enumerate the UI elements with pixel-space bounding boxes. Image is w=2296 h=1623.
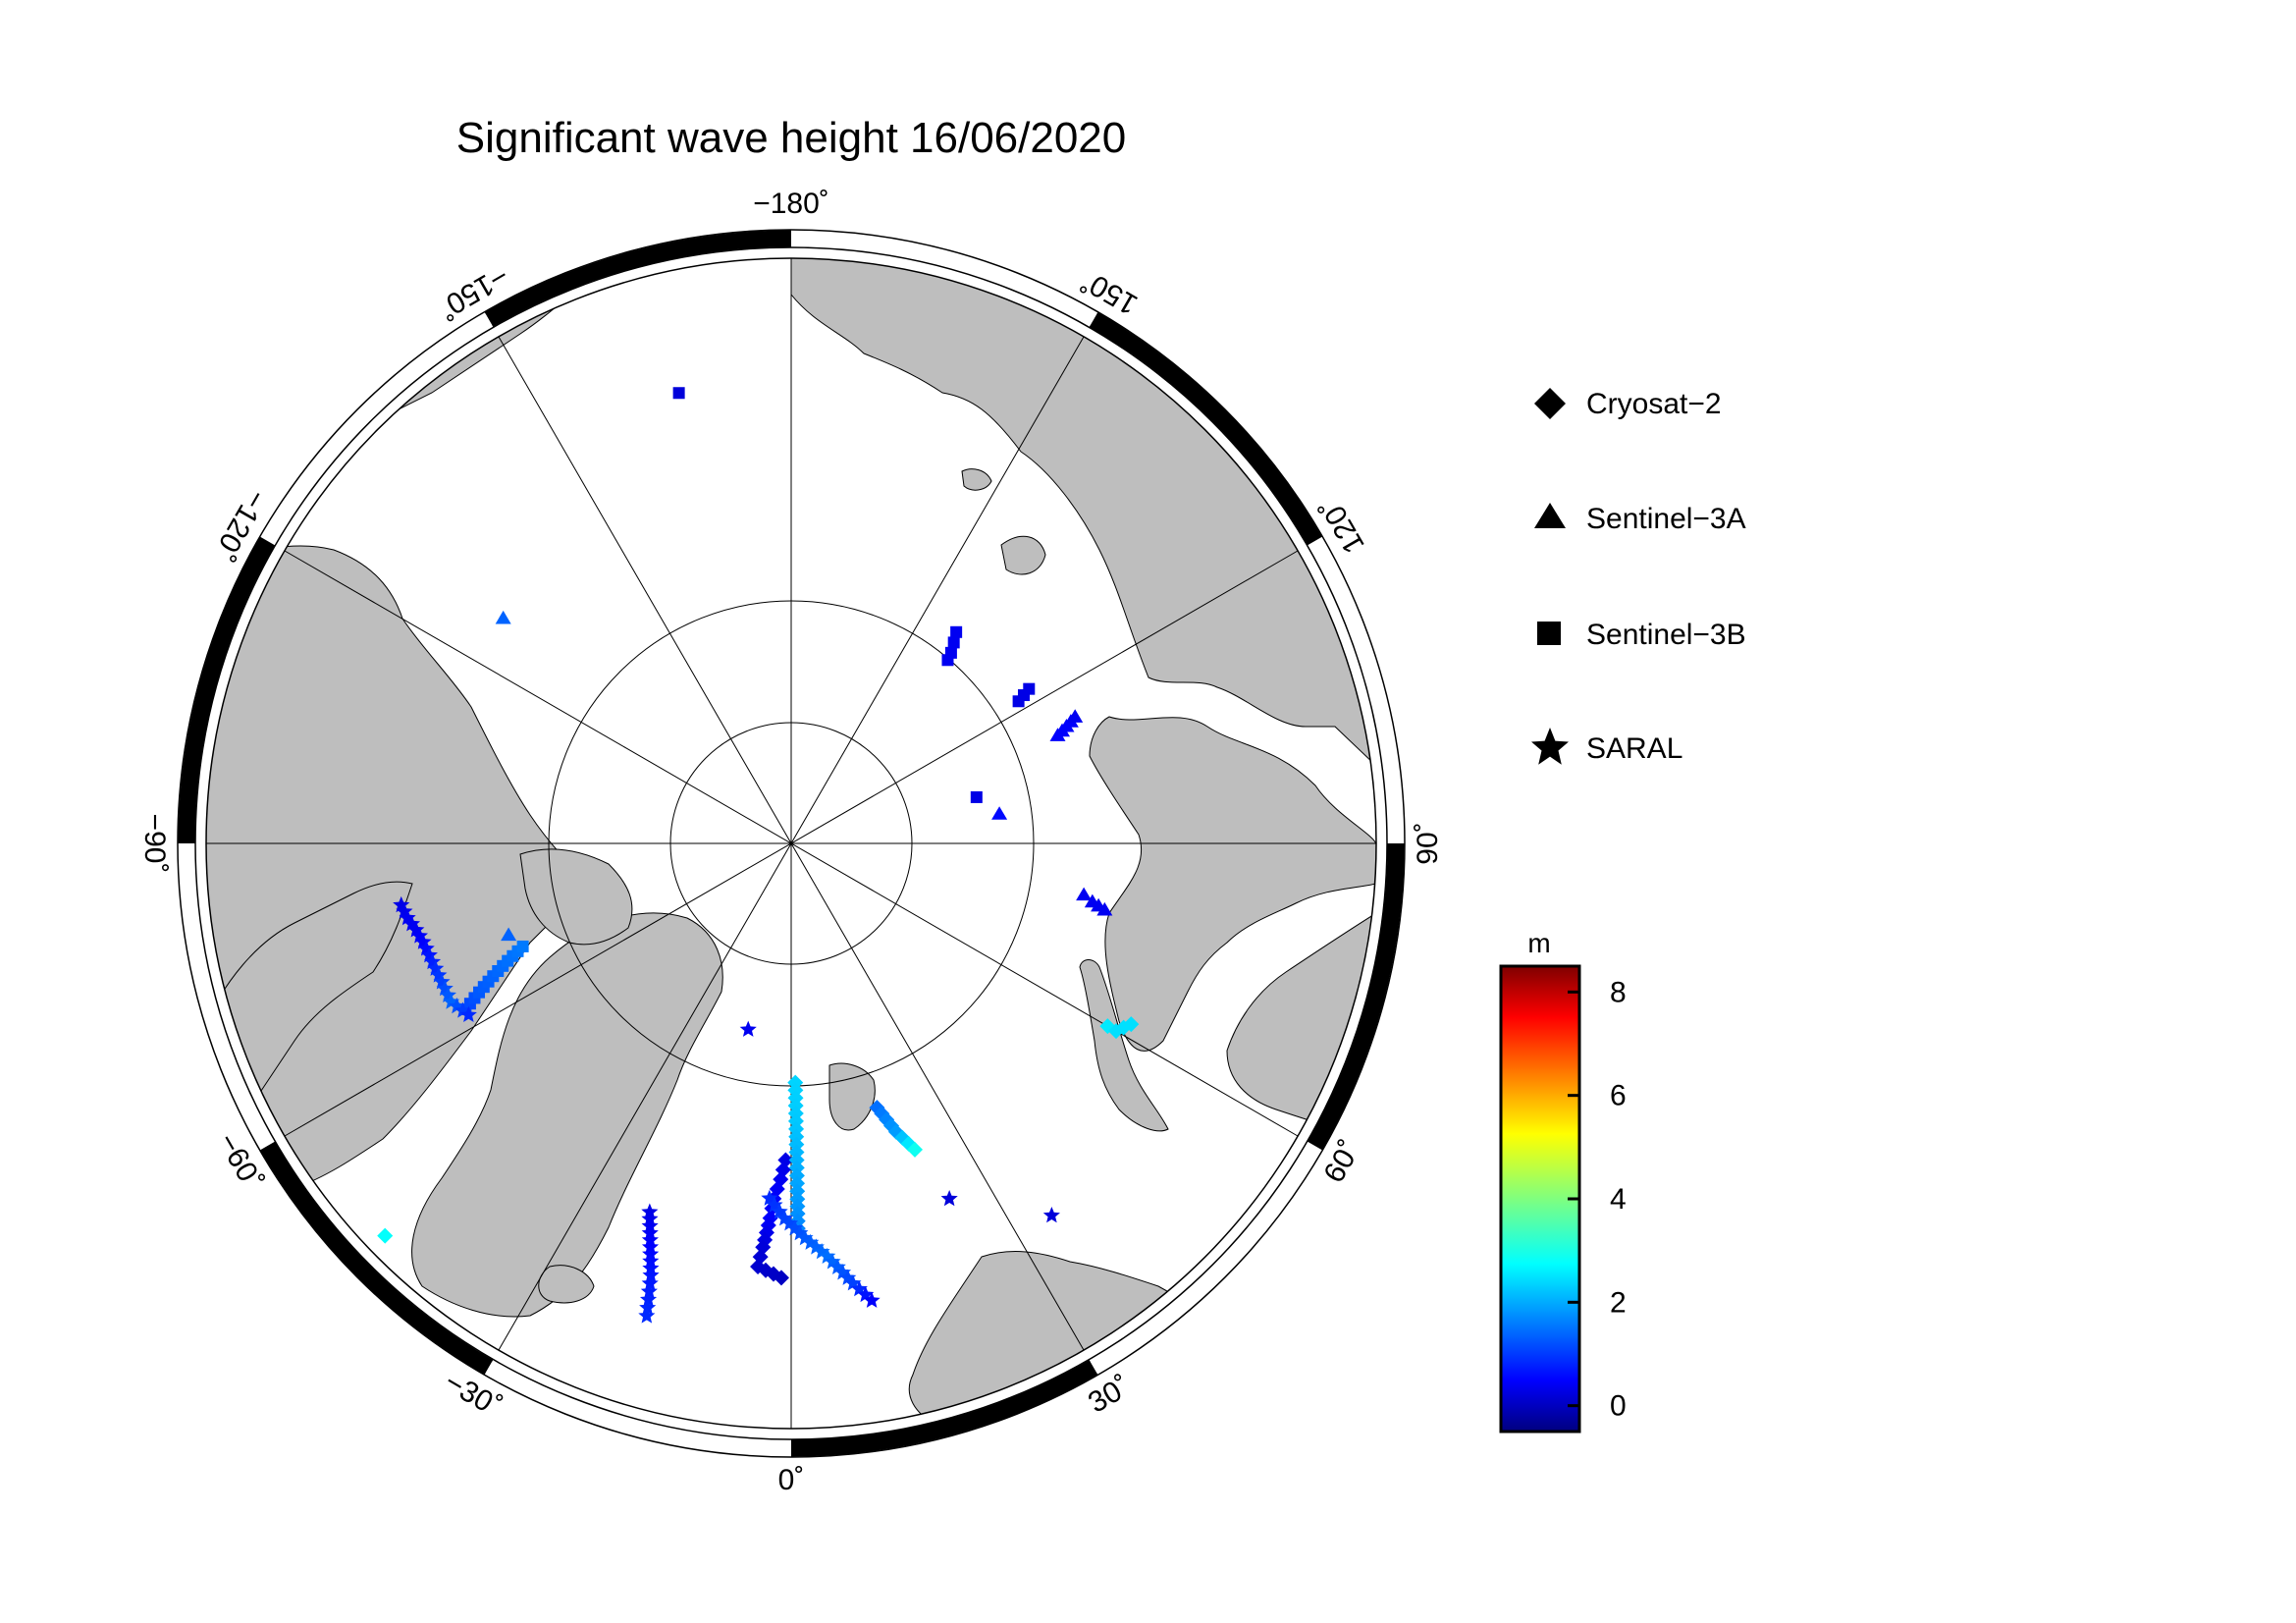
- square-icon: [1537, 622, 1561, 645]
- land-iceland: [538, 1265, 595, 1304]
- saral-point: [638, 1307, 656, 1324]
- colorbar-tick-label: 8: [1610, 976, 1627, 1008]
- triangle-icon: [1534, 503, 1566, 528]
- land-canada-mainland: [206, 881, 413, 1130]
- legend-label: Sentinel−3A: [1586, 503, 1746, 535]
- frame-segment: [1308, 842, 1405, 1151]
- map-edge: [205, 257, 1377, 1430]
- saral-point: [640, 1282, 658, 1299]
- frame-segment: [1089, 312, 1322, 546]
- frame-segment: [790, 232, 1097, 326]
- map: [205, 257, 1377, 1430]
- frame-segment: [485, 1361, 792, 1455]
- sentinel-3b-point: [941, 654, 954, 667]
- legend-label: Sentinel−3B: [1586, 619, 1746, 651]
- sentinel-3b-point: [947, 636, 960, 649]
- saral-point: [940, 1189, 958, 1207]
- frame-inner-edge: [194, 246, 1388, 1440]
- longitude-label: 0˚: [778, 1464, 805, 1496]
- sentinel-3a-point: [991, 806, 1008, 820]
- star-icon: [1531, 728, 1569, 765]
- cryosat-point: [773, 1270, 789, 1286]
- saral-point: [863, 1291, 881, 1308]
- frame-segment: [180, 842, 274, 1150]
- colorbar-unit: m: [1527, 928, 1550, 958]
- series-triangle: [495, 610, 1113, 942]
- sentinel-3b-point: [1023, 682, 1036, 695]
- frame-segment: [1308, 537, 1403, 844]
- saral-point: [642, 1267, 660, 1283]
- sentinel-3a-point: [1076, 887, 1093, 901]
- colorbar-tick-label: 2: [1610, 1286, 1627, 1319]
- frame-segment: [790, 1360, 1098, 1457]
- colorbar-ramp: [1499, 964, 1581, 1434]
- frame-outer-edge: [177, 229, 1406, 1458]
- colorbar: m 0 2 4 6 8: [1499, 928, 1627, 1434]
- colorbar-tick-label: 6: [1610, 1080, 1627, 1112]
- cryosat-point: [377, 1227, 394, 1244]
- legend: Cryosat−2 Sentinel−3A Sentinel−3B SARAL: [1531, 388, 1746, 765]
- frame-segment: [178, 536, 275, 844]
- map-title: Significant wave height 16/06/2020: [456, 114, 1127, 162]
- sentinel-3b-point: [950, 625, 963, 638]
- frame-segment: [260, 1141, 494, 1375]
- saral-point: [459, 1005, 477, 1023]
- land-ellesmere: [519, 848, 633, 946]
- legend-item-saral: SARAL: [1531, 728, 1682, 765]
- land-siberia-central: [1089, 716, 1376, 1052]
- colorbar-tick-label: 0: [1610, 1390, 1627, 1423]
- saral-point: [739, 1020, 757, 1037]
- cryosat-point: [1123, 1016, 1140, 1033]
- map-frame: [177, 229, 1406, 1458]
- land-novaya-zemlya: [1079, 959, 1169, 1132]
- legend-item-sentinel-3a: Sentinel−3A: [1534, 503, 1746, 535]
- frame-segment: [484, 230, 792, 327]
- legend-label: SARAL: [1586, 732, 1682, 765]
- sentinel-3b-point: [672, 387, 685, 400]
- cryosat-point: [907, 1141, 924, 1158]
- frame-segment: [261, 313, 493, 545]
- legend-item-sentinel-3b: Sentinel−3B: [1537, 619, 1746, 651]
- land-svalbard: [828, 1062, 876, 1131]
- sentinel-3a-point: [501, 927, 517, 942]
- saral-point: [639, 1299, 657, 1316]
- sentinel-3b-point: [516, 940, 529, 952]
- legend-item-cryosat: Cryosat−2: [1534, 388, 1722, 420]
- longitude-label: −90˚: [138, 814, 171, 874]
- longitude-label: −180˚: [753, 188, 829, 220]
- frame-segment: [1090, 1142, 1321, 1374]
- longitude-label: 90˚: [1412, 822, 1444, 864]
- sentinel-3a-point: [1096, 901, 1113, 916]
- saral-point: [639, 1290, 658, 1308]
- colorbar-tick-label: 4: [1610, 1183, 1627, 1216]
- saral-point: [641, 1274, 659, 1291]
- legend-label: Cryosat−2: [1586, 388, 1722, 420]
- sentinel-3b-point: [970, 790, 983, 803]
- land-chukotka-islands: [961, 468, 992, 491]
- series-star: [393, 895, 1060, 1324]
- sentinel-3a-point: [1067, 709, 1084, 723]
- diamond-icon: [1534, 388, 1566, 419]
- sentinel-3a-point: [495, 610, 511, 624]
- saral-point: [1042, 1206, 1060, 1223]
- satellite-tracks: [377, 387, 1140, 1324]
- land-severnaya-zemlya: [1000, 535, 1046, 575]
